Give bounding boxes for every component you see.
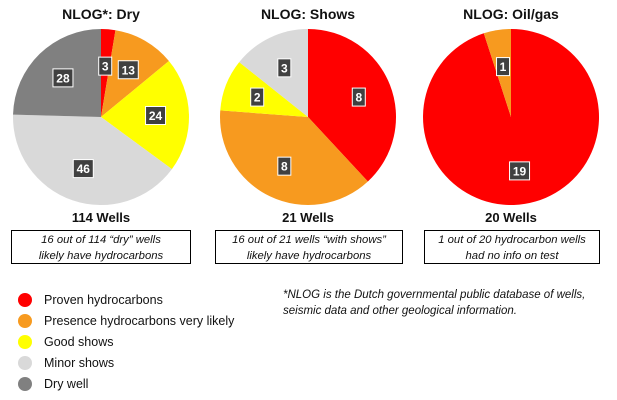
data-label: 24 xyxy=(145,106,167,125)
wells-count-oilgas: 20 Wells xyxy=(485,210,537,225)
chart-title-shows: NLOG: Shows xyxy=(260,6,356,22)
data-label-value: 28 xyxy=(56,71,70,85)
note-line: likely have hydrocarbons xyxy=(246,250,372,262)
legend-item: Good shows xyxy=(18,332,234,352)
legend-swatch xyxy=(18,293,32,307)
data-label-value: 8 xyxy=(355,91,362,105)
data-label-box xyxy=(117,60,139,80)
note-line: 16 out of 114 “dry” wells xyxy=(41,234,161,246)
data-label-box xyxy=(496,57,511,77)
legend-label: Proven hydrocarbons xyxy=(44,293,163,307)
data-label-value: 3 xyxy=(281,61,288,75)
pie-slice-presence-hydrocarbons-very-likely xyxy=(220,110,368,206)
legend-label: Minor shows xyxy=(44,356,115,370)
data-label: 8 xyxy=(351,87,366,107)
data-label-value: 46 xyxy=(77,162,91,176)
data-label-box xyxy=(145,106,167,125)
data-label-value: 19 xyxy=(513,164,527,178)
legend-label: Good shows xyxy=(44,335,114,349)
pie-chart-dry: 3 13 24 46 28 xyxy=(12,29,190,206)
data-label: 3 xyxy=(277,58,292,78)
legend-swatch xyxy=(18,377,32,391)
data-label-value: 2 xyxy=(254,91,261,105)
data-label-box xyxy=(52,68,74,88)
chart-title-oilgas: NLOG: Oil/gas xyxy=(463,6,559,22)
data-label: 2 xyxy=(250,87,265,107)
legend-item: Proven hydrocarbons xyxy=(18,290,234,310)
legend-item: Presence hydrocarbons very likely xyxy=(18,311,234,331)
pie-slice-good-shows xyxy=(101,61,190,170)
wells-count-dry: 114 Wells xyxy=(71,210,131,225)
data-label-box xyxy=(98,56,113,76)
pie-slice-minor-shows xyxy=(239,29,308,117)
data-label-box xyxy=(277,58,292,78)
data-label-value: 8 xyxy=(281,160,288,174)
data-label-box xyxy=(509,161,531,181)
data-label-box xyxy=(351,87,366,107)
data-label-value: 1 xyxy=(500,60,507,74)
footnote-line: seismic data and other geological inform… xyxy=(283,305,517,317)
legend-swatch xyxy=(18,356,32,370)
legend-swatch xyxy=(18,314,32,328)
pie-chart-shows: 8 8 2 3 xyxy=(220,29,397,206)
footnote-line: *NLOG is the Dutch governmental public d… xyxy=(283,289,586,301)
note-line: 16 out of 21 wells “with shows” xyxy=(232,234,386,246)
note-line: likely have hydrocarbons xyxy=(38,250,164,262)
data-label: 46 xyxy=(72,159,94,179)
note-line: 1 out of 20 hydrocarbon wells xyxy=(438,234,586,246)
pie-slice-proven-hydrocarbons xyxy=(423,29,600,205)
data-label: 1 xyxy=(496,57,511,77)
note-box-shows: 16 out of 21 wells “with shows” likely h… xyxy=(215,230,403,264)
data-label-box xyxy=(250,87,265,107)
legend-item: Minor shows xyxy=(18,353,234,373)
chart-title-dry: NLOG*: Dry xyxy=(62,6,140,22)
data-label: 8 xyxy=(277,156,292,176)
legend-label: Dry well xyxy=(44,377,89,391)
data-label-value: 13 xyxy=(122,63,136,77)
data-label: 19 xyxy=(509,161,531,181)
note-box-oilgas: 1 out of 20 hydrocarbon wells had no inf… xyxy=(424,230,600,264)
legend-swatch xyxy=(18,335,32,349)
legend: Proven hydrocarbons Presence hydrocarbons… xyxy=(18,290,234,395)
legend-item: Dry well xyxy=(18,374,234,394)
data-label-box xyxy=(277,156,292,176)
note-line: had no info on test xyxy=(465,250,559,262)
note-box-dry: 16 out of 114 “dry” wells likely have hy… xyxy=(11,230,191,264)
legend-label: Presence hydrocarbons very likely xyxy=(44,314,235,328)
data-label: 28 xyxy=(52,68,74,88)
wells-count-shows: 21 Wells xyxy=(282,210,334,225)
data-label: 3 xyxy=(98,56,113,76)
data-label-value: 24 xyxy=(149,109,163,123)
data-label-box xyxy=(72,159,94,179)
pie-chart-oilgas: 19 1 xyxy=(423,29,600,205)
footnote: *NLOG is the Dutch governmental public d… xyxy=(283,287,613,319)
data-label: 13 xyxy=(117,60,139,80)
data-label-value: 3 xyxy=(102,60,109,74)
